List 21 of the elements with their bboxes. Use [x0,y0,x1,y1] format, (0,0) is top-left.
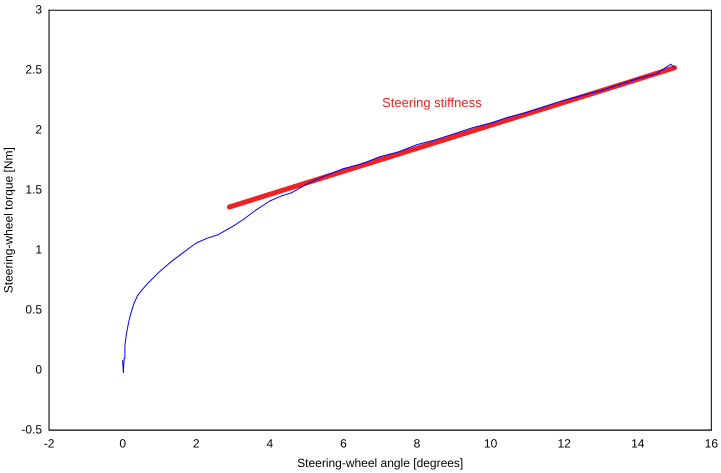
y-axis-title: Steering-wheel torque [Nm] [2,147,16,294]
y-tick-label: 2.5 [25,62,42,77]
x-axis-title: Steering-wheel angle [degrees] [297,456,464,470]
y-tick-label: 0.5 [25,302,42,317]
x-tick-label: 10 [484,436,498,451]
annotation: Steering stiffness [382,95,482,110]
y-tick-label: 2 [35,122,42,137]
x-tick-label: 14 [631,436,645,451]
y-tick-label: 1.5 [25,182,42,197]
y-tick-label: 1 [35,242,42,257]
x-tick-label: 4 [266,436,274,451]
x-tick-label: 16 [704,436,718,451]
x-tick-label: 2 [192,436,200,451]
y-tick-label: 0 [35,362,42,377]
x-tick-label: 6 [340,436,348,451]
x-tick-label: -2 [44,436,55,451]
y-tick-label: 3 [35,2,42,17]
x-tick-label: 12 [557,436,572,451]
x-tick-label: 8 [414,436,421,451]
y-tick-label: -0.5 [21,422,42,437]
x-tick-label: 0 [119,436,126,451]
